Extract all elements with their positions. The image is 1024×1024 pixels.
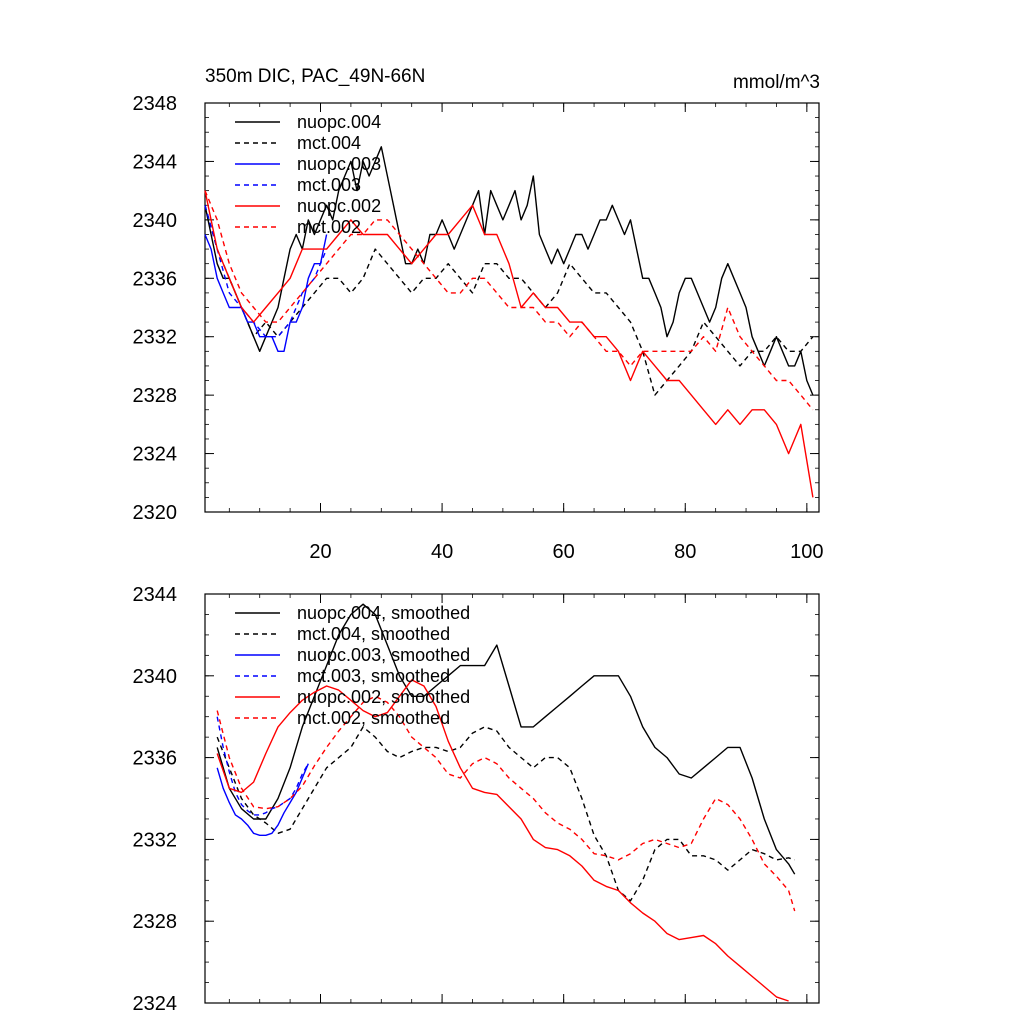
series-line bbox=[216, 695, 796, 912]
axis-ticks-bottom: 2324 2328 2332 2336 2340 2344 bbox=[133, 584, 819, 1015]
series-line bbox=[216, 716, 309, 816]
chart-panel-bottom: 2324 2328 2332 2336 2340 2344 nuopc.004, smoo… bbox=[133, 584, 820, 1015]
ytick-label: 2332 bbox=[133, 829, 178, 851]
axis-ticks-top: 2320 2324 2328 2332 2336 2340 2344 2348 20 40 60 80… bbox=[133, 93, 824, 563]
ytick-label: 2332 bbox=[133, 327, 178, 349]
legend-top: nuopc.004mct.004nuopc.003mct.003nuopc.00… bbox=[235, 112, 381, 237]
legend-label: nuopc.003 bbox=[297, 154, 381, 174]
ytick-label: 2340 bbox=[133, 666, 178, 688]
series-line bbox=[216, 679, 789, 1002]
legend-label: nuopc.002 bbox=[297, 196, 381, 216]
legend-label: nuopc.004 bbox=[297, 112, 381, 132]
legend-label: nuopc.004, smoothed bbox=[297, 603, 470, 623]
ytick-label: 2348 bbox=[133, 93, 178, 115]
series-lines-bottom bbox=[216, 603, 796, 1002]
series-line bbox=[204, 205, 328, 338]
series-line bbox=[204, 190, 814, 498]
xtick-label: 80 bbox=[674, 541, 696, 563]
legend-label: mct.002 bbox=[297, 217, 361, 237]
xtick-label: 20 bbox=[309, 541, 331, 563]
series-line bbox=[204, 234, 328, 352]
series-line bbox=[216, 763, 309, 836]
xtick-label: 60 bbox=[553, 541, 575, 563]
legend-label: mct.003 bbox=[297, 175, 361, 195]
ytick-label: 2344 bbox=[133, 584, 178, 606]
ytick-label: 2324 bbox=[133, 993, 178, 1015]
ytick-label: 2320 bbox=[133, 502, 178, 524]
ytick-label: 2324 bbox=[133, 444, 178, 466]
xtick-label: 100 bbox=[790, 541, 823, 563]
series-lines-top bbox=[204, 146, 814, 498]
ytick-label: 2336 bbox=[133, 748, 178, 770]
series-line bbox=[204, 146, 814, 396]
ytick-label: 2336 bbox=[133, 268, 178, 290]
legend-label: mct.003, smoothed bbox=[297, 666, 450, 686]
series-line bbox=[216, 603, 796, 875]
legend-label: mct.004 bbox=[297, 133, 361, 153]
chart-panel-top: 350m DIC, PAC_49N-66N mmol/m^3 232023242… bbox=[133, 66, 824, 563]
ytick-label: 2328 bbox=[133, 911, 178, 933]
ytick-label: 2344 bbox=[133, 151, 178, 173]
series-line bbox=[204, 205, 814, 396]
ytick-label: 2328 bbox=[133, 385, 178, 407]
legend-label: mct.002, smoothed bbox=[297, 708, 450, 728]
legend-label: nuopc.002, smoothed bbox=[297, 687, 470, 707]
series-line bbox=[216, 726, 795, 902]
legend-label: nuopc.003, smoothed bbox=[297, 645, 470, 665]
xtick-label: 40 bbox=[431, 541, 453, 563]
chart-units: mmol/m^3 bbox=[733, 72, 820, 93]
chart-title: 350m DIC, PAC_49N-66N bbox=[205, 66, 425, 87]
legend-label: mct.004, smoothed bbox=[297, 624, 450, 644]
ytick-label: 2340 bbox=[133, 210, 178, 232]
